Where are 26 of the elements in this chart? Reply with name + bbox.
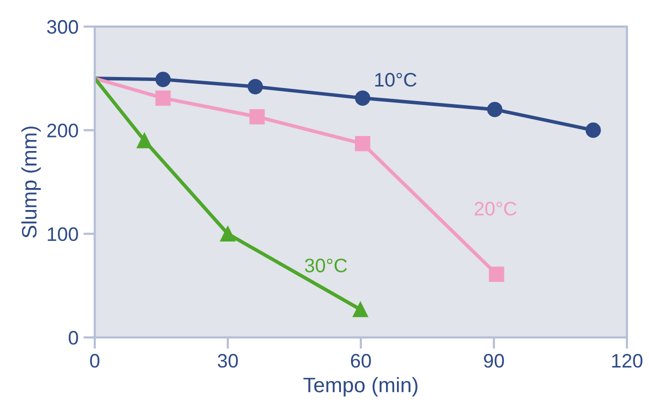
x-tick-label: 120 [612, 354, 642, 368]
point [352, 302, 368, 318]
y-tick-label: 300 [47, 20, 78, 34]
point [220, 226, 236, 242]
point [354, 90, 370, 106]
point [155, 72, 171, 88]
x-tick-label: 0 [90, 354, 100, 368]
y-axis-title: Slump (mm) [21, 126, 41, 238]
y-tick-label: 200 [47, 124, 78, 138]
point [488, 266, 504, 282]
series-label: 30°C [304, 258, 347, 272]
series-label: 10°C [375, 72, 416, 87]
y-tick-label: 100 [48, 227, 78, 242]
x-tick-label: 60 [351, 354, 371, 368]
y-tick-label: 0 [68, 330, 78, 345]
point [155, 90, 171, 106]
x-axis-title: Tempo (min) [303, 377, 418, 396]
point [249, 109, 265, 124]
x-tick-label: 90 [484, 354, 504, 368]
point [354, 136, 370, 152]
point [586, 122, 601, 138]
x-tick-label: 30 [218, 354, 238, 368]
point [136, 132, 152, 148]
series-label: 20°C [474, 202, 516, 216]
point [248, 79, 263, 94]
point [487, 102, 502, 118]
